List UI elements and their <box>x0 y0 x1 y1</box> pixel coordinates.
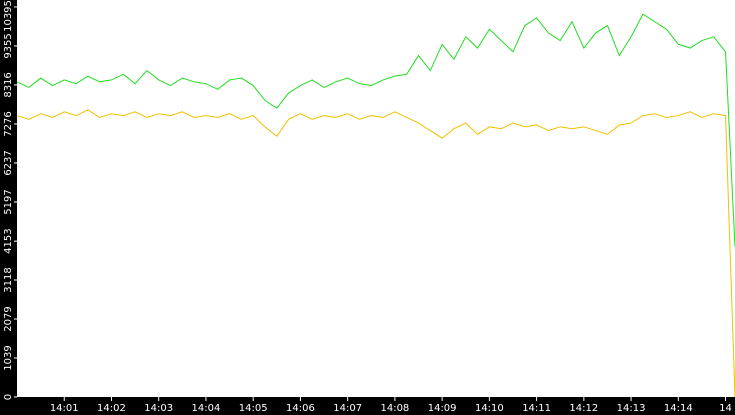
x-tick-label: 14 <box>719 403 732 414</box>
x-tick-label: 14:14 <box>664 403 693 414</box>
x-tick-label: 14:07 <box>333 403 362 414</box>
y-tick-label: 0 <box>3 394 14 400</box>
x-tick-label: 14:02 <box>97 403 126 414</box>
y-tick-label: 9355 <box>3 33 14 58</box>
x-tick-label: 14:09 <box>428 403 457 414</box>
x-tick-label: 14:10 <box>475 403 504 414</box>
y-tick-label: 3118 <box>3 267 14 292</box>
series-line <box>16 109 735 398</box>
x-tick-label: 14:11 <box>522 403 551 414</box>
y-tick-label: 6237 <box>3 150 14 175</box>
x-tick-label: 14:06 <box>286 403 315 414</box>
x-tick-label: 14:12 <box>569 403 598 414</box>
y-tick-label: 7276 <box>3 111 14 136</box>
y-tick-label: 4153 <box>3 228 14 253</box>
y-tick-label: 5197 <box>3 189 14 214</box>
x-tick-label: 14:13 <box>617 403 646 414</box>
x-tick-label: 14:05 <box>239 403 268 414</box>
x-tick-label: 14:04 <box>192 403 221 414</box>
y-tick-label: 10395 <box>3 0 14 32</box>
x-tick-label: 14:08 <box>380 403 409 414</box>
x-tick-label: 14:01 <box>50 403 79 414</box>
y-tick-label: 2079 <box>3 306 14 331</box>
y-tick-label: 8316 <box>3 72 14 97</box>
series-line <box>16 13 735 247</box>
y-tick-label: 1039 <box>3 345 14 370</box>
x-tick-label: 14:03 <box>144 403 173 414</box>
plot-area <box>17 0 735 397</box>
